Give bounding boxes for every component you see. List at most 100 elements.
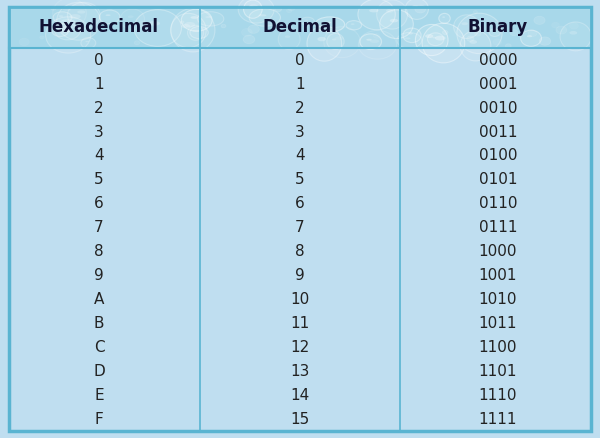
Circle shape <box>63 26 71 32</box>
Ellipse shape <box>433 37 436 39</box>
Ellipse shape <box>405 0 428 19</box>
Circle shape <box>493 39 502 45</box>
Ellipse shape <box>332 39 337 40</box>
Text: 14: 14 <box>290 388 310 403</box>
Ellipse shape <box>412 5 418 7</box>
Ellipse shape <box>85 41 89 42</box>
Circle shape <box>424 45 428 48</box>
Ellipse shape <box>403 28 421 42</box>
Ellipse shape <box>470 26 482 31</box>
Text: 1000: 1000 <box>479 244 517 259</box>
Ellipse shape <box>305 20 308 21</box>
Ellipse shape <box>134 10 181 46</box>
Ellipse shape <box>317 37 326 41</box>
Circle shape <box>243 35 255 44</box>
Ellipse shape <box>249 4 258 8</box>
Ellipse shape <box>62 26 69 28</box>
Ellipse shape <box>57 28 61 29</box>
Bar <box>9 7 591 48</box>
FancyBboxPatch shape <box>9 7 591 431</box>
Ellipse shape <box>315 17 344 32</box>
Circle shape <box>510 30 518 35</box>
Circle shape <box>467 36 474 42</box>
Text: 0111: 0111 <box>479 220 517 235</box>
Ellipse shape <box>377 0 407 29</box>
Ellipse shape <box>244 0 262 18</box>
Circle shape <box>139 21 148 28</box>
Circle shape <box>241 28 252 36</box>
Ellipse shape <box>205 16 212 18</box>
Ellipse shape <box>181 9 212 31</box>
Ellipse shape <box>196 30 200 32</box>
Circle shape <box>275 7 281 12</box>
Ellipse shape <box>469 40 477 44</box>
Ellipse shape <box>190 26 208 39</box>
Ellipse shape <box>170 13 206 48</box>
Circle shape <box>415 5 426 13</box>
Text: 11: 11 <box>290 316 310 331</box>
Ellipse shape <box>386 9 394 13</box>
Circle shape <box>505 44 511 48</box>
Text: 4: 4 <box>295 148 305 163</box>
Circle shape <box>528 30 537 36</box>
Text: Decimal: Decimal <box>263 18 337 36</box>
Ellipse shape <box>301 17 314 25</box>
Circle shape <box>180 21 184 24</box>
Ellipse shape <box>358 30 397 59</box>
Circle shape <box>134 41 140 45</box>
Ellipse shape <box>59 15 64 17</box>
Ellipse shape <box>454 15 479 39</box>
Text: 10: 10 <box>290 292 310 307</box>
Ellipse shape <box>249 9 280 26</box>
Ellipse shape <box>63 7 71 11</box>
Ellipse shape <box>191 16 198 19</box>
Text: 0: 0 <box>295 53 305 67</box>
Ellipse shape <box>358 0 395 30</box>
Ellipse shape <box>184 22 195 28</box>
Text: 1110: 1110 <box>479 388 517 403</box>
Text: 3: 3 <box>295 124 305 140</box>
Text: 0100: 0100 <box>479 148 517 163</box>
Text: 1101: 1101 <box>479 364 517 379</box>
Ellipse shape <box>53 12 72 23</box>
Text: Hexadecimal: Hexadecimal <box>39 18 159 36</box>
Text: 1: 1 <box>295 77 305 92</box>
Text: 15: 15 <box>290 412 310 427</box>
Text: 0000: 0000 <box>479 53 517 67</box>
Ellipse shape <box>52 24 69 36</box>
Ellipse shape <box>527 35 532 37</box>
Text: 0011: 0011 <box>479 124 517 140</box>
Ellipse shape <box>67 2 100 28</box>
Ellipse shape <box>370 39 379 43</box>
Text: E: E <box>94 388 104 403</box>
Ellipse shape <box>350 24 355 25</box>
Text: B: B <box>94 316 104 331</box>
Circle shape <box>19 38 29 46</box>
Ellipse shape <box>397 32 422 48</box>
Text: D: D <box>93 364 105 379</box>
Text: 1: 1 <box>94 77 104 92</box>
Text: 9: 9 <box>94 268 104 283</box>
Circle shape <box>286 9 292 13</box>
Ellipse shape <box>278 29 300 49</box>
Ellipse shape <box>81 38 96 48</box>
Ellipse shape <box>404 37 410 39</box>
Circle shape <box>475 32 481 36</box>
Text: F: F <box>95 412 103 427</box>
Ellipse shape <box>569 31 577 35</box>
Text: 2: 2 <box>295 101 305 116</box>
Ellipse shape <box>415 25 448 56</box>
Ellipse shape <box>369 9 379 12</box>
Ellipse shape <box>435 35 446 41</box>
Ellipse shape <box>259 14 266 16</box>
Ellipse shape <box>489 29 500 36</box>
Ellipse shape <box>427 33 444 46</box>
Circle shape <box>473 11 478 14</box>
Circle shape <box>288 6 295 11</box>
Circle shape <box>534 16 545 25</box>
Ellipse shape <box>390 19 398 22</box>
Text: 9: 9 <box>295 268 305 283</box>
Circle shape <box>40 36 44 39</box>
Text: 0: 0 <box>94 53 104 67</box>
Text: 12: 12 <box>290 340 310 355</box>
